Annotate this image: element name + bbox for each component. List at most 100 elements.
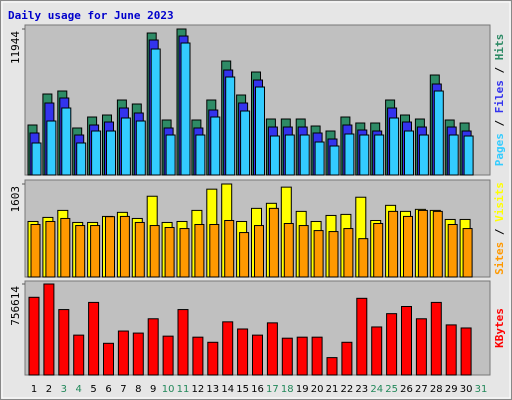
bar [90, 225, 101, 278]
bar [284, 134, 295, 176]
x-tick-label: 14 [221, 384, 234, 395]
x-tick-label: 26 [400, 384, 413, 395]
x-tick-label: 3 [61, 384, 67, 395]
bar [179, 228, 190, 278]
bar [91, 130, 102, 176]
bar [58, 309, 70, 376]
x-tick-label: 23 [355, 384, 368, 395]
bar [240, 110, 251, 176]
bar [180, 42, 191, 176]
bar [103, 342, 114, 376]
legend-entry: Sites [493, 242, 506, 275]
legend-entry: KBytes [493, 308, 506, 348]
bar [43, 283, 55, 376]
bar [373, 223, 384, 278]
bar [329, 145, 340, 176]
x-tick-label: 8 [135, 384, 141, 395]
bar [463, 135, 474, 176]
bar [299, 134, 310, 176]
bar [60, 217, 71, 278]
legend-entry: Visits [493, 182, 506, 222]
bar [120, 117, 131, 176]
bar [341, 341, 353, 376]
bar [105, 216, 115, 278]
bar [447, 223, 458, 278]
bar [404, 130, 414, 176]
x-tick-label: 16 [251, 384, 264, 395]
bar [283, 223, 294, 278]
bar [134, 221, 145, 278]
bar [448, 134, 459, 176]
bar [343, 228, 354, 278]
bar [61, 107, 72, 176]
bar [88, 301, 100, 376]
x-tick-label: 1 [31, 384, 37, 395]
x-tick-label: 22 [341, 384, 354, 395]
x-tick-label: 24 [370, 384, 383, 395]
x-tick-label: 6 [105, 384, 111, 395]
bar [356, 297, 368, 376]
bar [210, 116, 221, 176]
bar [150, 48, 161, 176]
bar [76, 142, 87, 176]
bar [358, 238, 369, 278]
bar [117, 330, 129, 376]
bar [445, 324, 457, 376]
bar [298, 225, 309, 278]
x-tick-label: 10 [162, 384, 175, 395]
bar [371, 326, 383, 376]
chart-title: Daily usage for June 2023 [8, 9, 174, 22]
legend: Pages / Files / Hits [493, 34, 506, 167]
x-tick-label: 9 [150, 384, 156, 395]
bar [328, 231, 339, 278]
bar [164, 227, 175, 278]
bar [460, 327, 472, 376]
x-tick-label: 25 [385, 384, 398, 395]
x-tick-label: 31 [475, 384, 488, 395]
x-tick-label: 17 [266, 384, 279, 395]
bar [149, 225, 160, 278]
bar [239, 232, 250, 278]
bar [359, 134, 370, 176]
bar [165, 134, 176, 176]
bar [177, 309, 189, 376]
bar [326, 357, 338, 376]
legend-entry: Files [493, 80, 506, 113]
bar [417, 209, 428, 278]
bar [237, 328, 249, 376]
bar [313, 230, 324, 278]
bar [388, 210, 399, 278]
bar [73, 334, 85, 376]
x-tick-label: 15 [236, 384, 249, 395]
bar [252, 334, 263, 376]
bar [147, 318, 159, 376]
bar [432, 210, 443, 278]
bar [255, 86, 265, 176]
bar [194, 223, 205, 278]
bar [254, 225, 264, 278]
legend-separator: / [493, 113, 506, 133]
x-tick-label: 20 [311, 384, 324, 395]
bar [162, 335, 174, 376]
x-tick-label: 27 [415, 384, 428, 395]
x-tick-label: 7 [120, 384, 126, 395]
x-tick-label: 21 [326, 384, 339, 395]
bar [314, 141, 325, 176]
bar [418, 134, 429, 176]
bar [224, 219, 235, 278]
bar [430, 301, 442, 376]
bar [415, 318, 427, 376]
bar [207, 341, 219, 376]
x-tick-label: 2 [46, 384, 52, 395]
legend-separator: / [493, 60, 506, 80]
legend-entry: Hits [493, 34, 506, 61]
legend-separator: / [493, 222, 506, 242]
bar [75, 225, 86, 278]
bar [344, 133, 355, 176]
bar [311, 336, 323, 376]
y-tick-label: 1603 [9, 186, 22, 213]
bar [281, 337, 293, 376]
legend: Sites / Visits [493, 182, 506, 275]
x-tick-label: 11 [177, 384, 190, 395]
bar [266, 322, 278, 376]
